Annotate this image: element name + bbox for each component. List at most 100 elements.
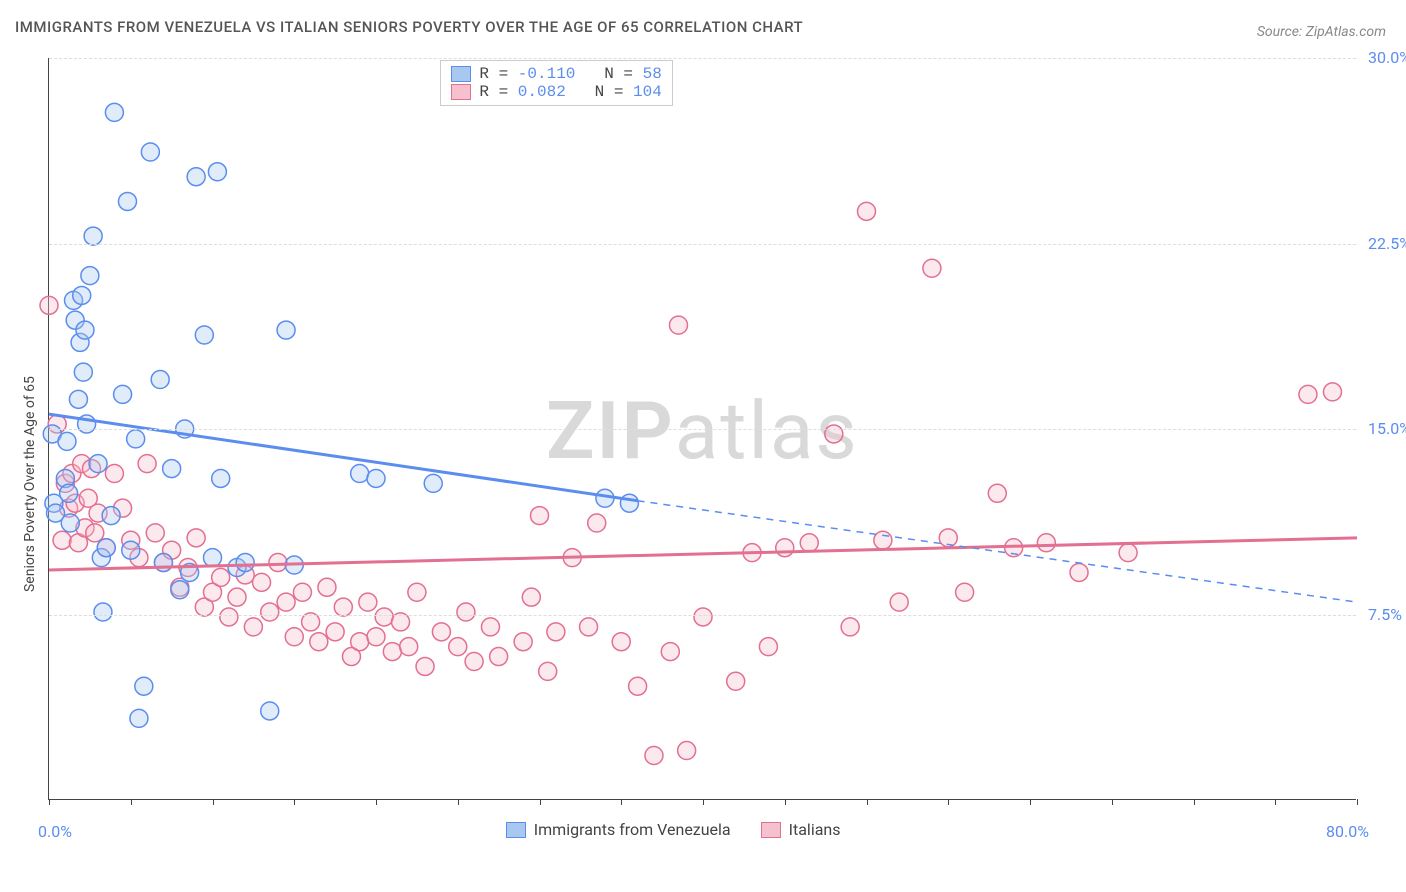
data-point (163, 460, 181, 478)
data-point (277, 593, 295, 611)
legend-item: Immigrants from Venezuela (506, 820, 731, 839)
gridline (49, 615, 1356, 616)
legend-series: Immigrants from VenezuelaItalians (506, 820, 841, 839)
source-label: Source: ZipAtlas.com (1257, 24, 1386, 40)
data-point (171, 581, 189, 599)
x-tick (294, 799, 295, 805)
data-point (84, 227, 102, 245)
data-point (97, 539, 115, 557)
data-point (212, 469, 230, 487)
data-point (135, 677, 153, 695)
data-point (208, 163, 226, 181)
data-point (841, 618, 859, 636)
data-point (118, 192, 136, 210)
data-point (228, 588, 246, 606)
data-point (874, 531, 892, 549)
gridline (49, 58, 1356, 59)
data-point (187, 168, 205, 186)
data-point (310, 633, 328, 651)
plot-area: ZIPatlas (48, 58, 1356, 800)
data-point (457, 603, 475, 621)
x-tick (1357, 799, 1358, 805)
data-point (154, 554, 172, 572)
data-point (351, 633, 369, 651)
x-tick (703, 799, 704, 805)
x-tick (213, 799, 214, 805)
data-point (776, 539, 794, 557)
data-point (60, 484, 78, 502)
data-point (277, 321, 295, 339)
data-point (800, 534, 818, 552)
legend-stats: R = -0.110 N = 58 (479, 65, 661, 83)
data-point (220, 608, 238, 626)
data-point (86, 524, 104, 542)
x-tick (540, 799, 541, 805)
legend-swatch (761, 822, 781, 838)
gridline (49, 244, 1356, 245)
data-point (105, 465, 123, 483)
x-tick (131, 799, 132, 805)
data-point (73, 286, 91, 304)
data-point (285, 628, 303, 646)
legend-correlation: R = -0.110 N = 58R = 0.082 N = 104 (440, 60, 672, 106)
data-point (114, 385, 132, 403)
data-point (669, 316, 687, 334)
data-point (661, 643, 679, 661)
data-point (122, 541, 140, 559)
data-point (244, 618, 262, 636)
data-point (539, 662, 557, 680)
data-point (424, 474, 442, 492)
x-tick (867, 799, 868, 805)
data-point (334, 598, 352, 616)
data-point (465, 652, 483, 670)
x-tick-label: 0.0% (38, 822, 72, 841)
data-point (74, 363, 92, 381)
y-tick-label: 30.0% (1368, 48, 1406, 67)
data-point (1299, 385, 1317, 403)
data-point (678, 742, 696, 760)
data-point (302, 613, 320, 631)
data-point (375, 608, 393, 626)
data-point (400, 638, 418, 656)
y-axis-label: Seniors Poverty Over the Age of 65 (22, 376, 38, 592)
data-point (1070, 563, 1088, 581)
data-point (547, 623, 565, 641)
chart-title: IMMIGRANTS FROM VENEZUELA VS ITALIAN SEN… (15, 18, 803, 36)
y-tick-label: 15.0% (1368, 419, 1406, 438)
data-point (580, 618, 598, 636)
x-tick (1194, 799, 1195, 805)
data-point (40, 296, 58, 314)
data-point (151, 371, 169, 389)
data-point (383, 643, 401, 661)
legend-row: R = -0.110 N = 58 (451, 65, 661, 83)
x-tick (785, 799, 786, 805)
data-point (236, 554, 254, 572)
data-point (138, 455, 156, 473)
data-point (94, 603, 112, 621)
y-tick-label: 22.5% (1368, 234, 1406, 253)
data-point (416, 657, 434, 675)
data-point (620, 494, 638, 512)
data-point (890, 593, 908, 611)
x-tick-label: 80.0% (1326, 822, 1369, 841)
data-point (102, 507, 120, 525)
data-point (105, 103, 123, 121)
data-point (195, 326, 213, 344)
x-tick (1030, 799, 1031, 805)
data-point (261, 702, 279, 720)
data-point (1119, 544, 1137, 562)
data-point (449, 638, 467, 656)
x-tick (1275, 799, 1276, 805)
data-point (522, 588, 540, 606)
data-point (531, 507, 549, 525)
legend-label: Immigrants from Venezuela (534, 820, 731, 839)
data-point (858, 202, 876, 220)
data-point (367, 469, 385, 487)
x-tick (49, 799, 50, 805)
data-point (1323, 383, 1341, 401)
data-point (612, 633, 630, 651)
data-point (588, 514, 606, 532)
y-tick-label: 7.5% (1368, 605, 1402, 624)
data-point (432, 623, 450, 641)
data-point (187, 529, 205, 547)
